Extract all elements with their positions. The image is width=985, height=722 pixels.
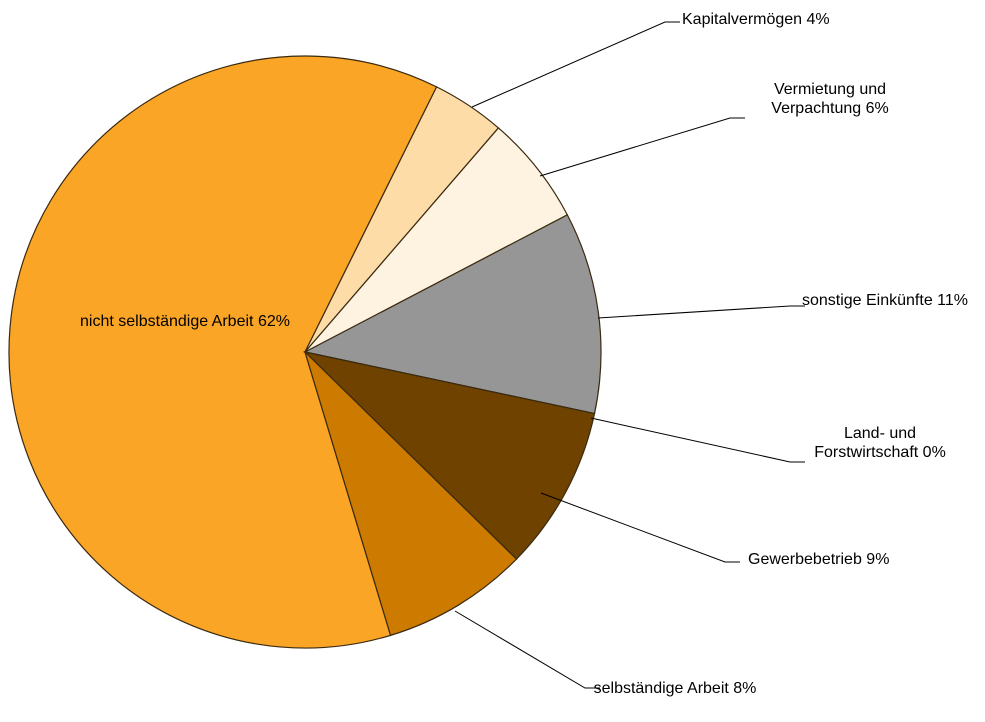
slice-value: 4% (806, 11, 830, 28)
slice-name: Vermietung und Verpachtung (771, 81, 887, 117)
leader-line (454, 610, 600, 689)
slice-value: 11% (937, 292, 969, 309)
slice-label: Vermietung und Verpachtung 6% (745, 80, 915, 118)
slice-value: 62% (257, 313, 290, 330)
leader-line (471, 21, 680, 108)
leader-line (540, 492, 740, 563)
slice-label: selbständige Arbeit 8% (590, 679, 760, 698)
slice-value: 0% (922, 444, 946, 461)
slice-name: sonstige Einkünfte (801, 292, 933, 309)
slice-label: nicht selbständige Arbeit 62% (60, 312, 310, 331)
slice-name: Kapitalvermögen (682, 11, 803, 28)
slice-name: nicht selbständige Arbeit (80, 313, 254, 330)
slice-label: Gewerbebetrieb 9% (748, 550, 968, 569)
pie-slice (8, 55, 438, 649)
slice-name: Gewerbebetrieb (748, 551, 862, 568)
slice-value: 9% (866, 551, 890, 568)
leader-line (539, 117, 745, 177)
leader-line (597, 305, 805, 319)
slice-value: 6% (865, 100, 889, 117)
leader-line (590, 417, 805, 463)
slice-name: Land- und Forstwirtschaft (814, 425, 919, 461)
pie-slice (303, 214, 602, 415)
slice-label: Kapitalvermögen 4% (682, 10, 942, 29)
slice-name: selbständige Arbeit (593, 680, 729, 697)
pie-slice (303, 350, 596, 560)
pie-slice (304, 351, 518, 637)
slice-label: sonstige Einkünfte 11% (800, 291, 970, 310)
slice-label: Land- und Forstwirtschaft 0% (800, 424, 960, 462)
slice-value: 8% (733, 680, 757, 697)
